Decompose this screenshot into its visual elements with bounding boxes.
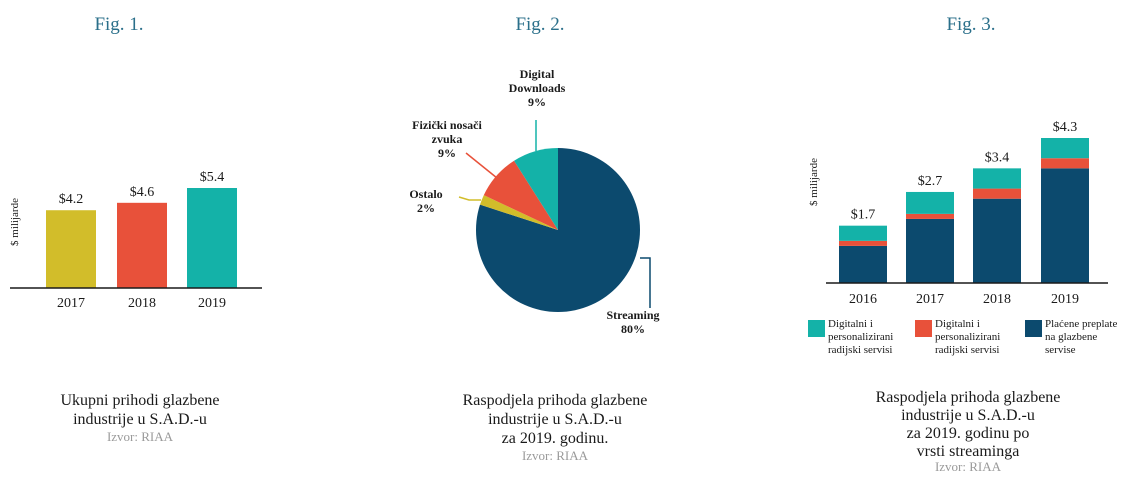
bar-segment-digital-radio-red-2019 (1041, 158, 1089, 169)
slice-label-digital-downloads: Digital (520, 67, 555, 81)
caption-line: za 2019. godinu. (501, 430, 609, 447)
legend-swatch (1025, 320, 1042, 337)
slice-label-digital-downloads: 9% (528, 95, 546, 109)
total-label-2017: $2.7 (918, 174, 943, 189)
x-tick-label-2017: 2017 (916, 292, 944, 307)
fig2-caption: Raspodjela prihoda glazbene industrije u… (430, 391, 680, 463)
slice-label-streaming: 80% (621, 322, 645, 336)
legend-label-line: Digitalni i (935, 318, 980, 330)
pie-slice-digital-downloads (514, 148, 558, 230)
legend-label-line: Digitalni i (828, 318, 873, 330)
fig1-caption: Ukupni prihodi glazbene industrije u S.A… (20, 391, 260, 444)
y-axis-label: $ milijarde (808, 158, 820, 206)
legend-label-line: Plaćene preplate (1045, 318, 1118, 330)
legend-label-line: personalizirani (828, 331, 894, 343)
caption-line: vrsti streaminga (916, 443, 1020, 460)
x-tick-label-2017: 2017 (57, 296, 85, 311)
slice-label-fizicki-nosaci: zvuka (432, 132, 463, 146)
x-tick-label-2019: 2019 (198, 296, 226, 311)
data-label-2017: $4.2 (59, 192, 84, 207)
legend-label-line: personalizirani (935, 331, 1001, 343)
bar-segment-digital-radio-teal-2019 (1041, 138, 1089, 159)
caption-line: Ukupni prihodi glazbene (60, 392, 220, 409)
fig1-title: Fig. 1. (94, 14, 144, 35)
caption-line: za 2019. godinu po (906, 425, 1030, 442)
pie-slice-fizicki-nosaci (483, 160, 558, 230)
x-tick-label-2019: 2019 (1051, 292, 1079, 307)
bar-segment-digital-radio-red-2017 (906, 213, 954, 219)
bar-segment-paid-subscriptions-2017 (906, 218, 954, 283)
leader-line-streaming (640, 257, 651, 308)
fig3-legend: Digitalni i personalizirani radijski ser… (808, 318, 1124, 366)
caption-line: industrije u S.A.D.-u (488, 411, 622, 428)
bar-2018 (117, 202, 167, 288)
slice-label-streaming: Streaming (606, 308, 659, 322)
bar-segment-digital-radio-red-2016 (839, 240, 887, 246)
slice-label-fizicki-nosaci: Fizički nosači (412, 118, 482, 132)
bar-2017 (46, 210, 96, 288)
legend-label-line: radijski servisi (935, 344, 1000, 356)
bar-segment-paid-subscriptions-2018 (973, 198, 1021, 283)
x-tick-label-2018: 2018 (983, 292, 1011, 307)
bar-segment-digital-radio-teal-2018 (973, 168, 1021, 189)
leader-line-ostalo (458, 196, 481, 201)
data-label-2018: $4.6 (130, 185, 155, 200)
fig3-caption: Raspodjela prihoda glazbene industrije u… (843, 389, 1093, 473)
legend-label-line: radijski servisi (828, 344, 893, 356)
caption-source: Izvor: RIAA (521, 448, 589, 463)
caption-line: Raspodjela prihoda glazbene (462, 392, 648, 409)
bar-segment-digital-radio-teal-2017 (906, 191, 954, 214)
fig3-title: Fig. 3. (946, 14, 996, 35)
legend-label-line: servise (1045, 344, 1076, 356)
caption-source: Izvor: RIAA (934, 459, 1002, 474)
bar-segment-digital-radio-teal-2016 (839, 225, 887, 241)
caption-line: industrije u S.A.D.-u (901, 407, 1035, 424)
y-axis-label: $ milijarde (9, 198, 21, 246)
bar-2019 (187, 188, 237, 288)
pie-slice-streaming (476, 148, 640, 313)
bar-segment-digital-radio-red-2018 (973, 188, 1021, 199)
x-tick-label-2018: 2018 (128, 296, 156, 311)
data-label-2019: $5.4 (200, 170, 225, 185)
x-tick-label-2016: 2016 (849, 292, 877, 307)
caption-source: Izvor: RIAA (106, 429, 174, 444)
total-label-2019: $4.3 (1053, 120, 1078, 135)
total-label-2018: $3.4 (985, 150, 1010, 165)
caption-line: industrije u S.A.D.-u (73, 411, 207, 428)
slice-label-fizicki-nosaci: 9% (438, 146, 456, 160)
legend-swatch (915, 320, 932, 337)
legend-label-line: na glazbene (1045, 331, 1098, 343)
legend-swatch (808, 320, 825, 337)
leader-line-fizicki-nosaci (465, 152, 498, 179)
slice-label-ostalo: Ostalo (409, 187, 442, 201)
fig2-title: Fig. 2. (515, 14, 565, 35)
bar-segment-paid-subscriptions-2019 (1041, 168, 1089, 283)
slice-label-digital-downloads: Downloads (509, 81, 566, 95)
slice-label-ostalo: 2% (417, 201, 435, 215)
bar-segment-paid-subscriptions-2016 (839, 245, 887, 283)
total-label-2016: $1.7 (851, 208, 876, 223)
caption-line: Raspodjela prihoda glazbene (875, 389, 1061, 406)
pie-slice-ostalo (480, 195, 558, 230)
